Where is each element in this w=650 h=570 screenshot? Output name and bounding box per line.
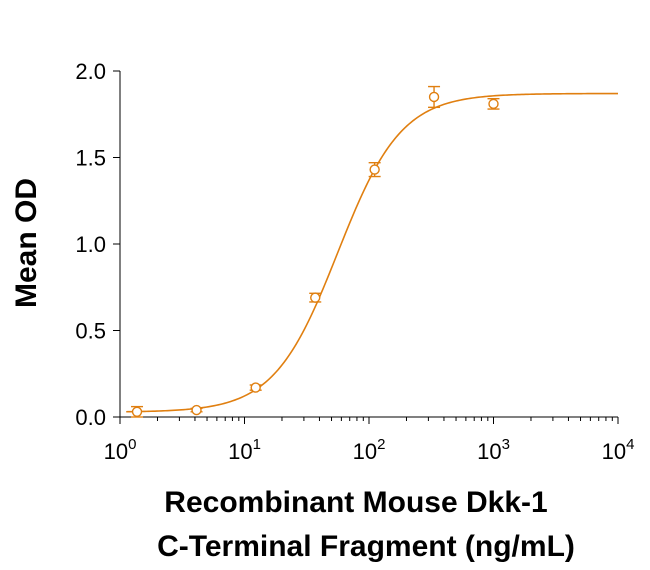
y-axis-title: Mean OD bbox=[10, 178, 43, 308]
x-tick-exponent: 2 bbox=[377, 436, 385, 453]
x-tick-exponent: 1 bbox=[253, 436, 261, 453]
fit-curve-layer bbox=[126, 92, 618, 413]
y-tick-label: 1.0 bbox=[75, 232, 106, 257]
x-tick-base: 10 bbox=[602, 439, 626, 464]
x-tick-label: 100 bbox=[104, 436, 137, 464]
x-tick-exponent: 0 bbox=[128, 436, 136, 453]
data-point bbox=[488, 98, 499, 110]
axis-labels: Mean OD Recombinant Mouse Dkk-1 C-Termin… bbox=[10, 178, 575, 563]
y-tick-label: 2.0 bbox=[75, 59, 106, 84]
data-point bbox=[310, 292, 321, 303]
data-points-layer bbox=[131, 85, 500, 418]
x-axis-title-line-2: C-Terminal Fragment (ng/mL) bbox=[157, 530, 575, 563]
x-tick-base: 10 bbox=[353, 439, 377, 464]
data-point bbox=[191, 404, 202, 416]
x-tick-base: 10 bbox=[228, 439, 252, 464]
x-tick-label: 103 bbox=[477, 436, 510, 464]
x-axis-title-line-1: Recombinant Mouse Dkk-1 bbox=[164, 486, 547, 519]
fit-curve bbox=[126, 92, 618, 413]
data-point bbox=[369, 164, 380, 175]
data-point bbox=[250, 382, 261, 393]
x-tick-base: 10 bbox=[477, 439, 501, 464]
x-tick-base: 10 bbox=[104, 439, 128, 464]
data-point bbox=[428, 91, 440, 103]
x-tick-label: 102 bbox=[353, 436, 386, 464]
y-tick-label: 1.5 bbox=[75, 146, 106, 171]
y-tick-label: 0.0 bbox=[75, 405, 106, 430]
data-point bbox=[131, 406, 143, 418]
x-tick-exponent: 3 bbox=[502, 436, 510, 453]
x-tick-exponent: 4 bbox=[626, 436, 634, 453]
x-tick-label: 101 bbox=[228, 436, 261, 464]
x-tick-label: 104 bbox=[602, 436, 635, 464]
y-tick-label: 0.5 bbox=[75, 319, 106, 344]
